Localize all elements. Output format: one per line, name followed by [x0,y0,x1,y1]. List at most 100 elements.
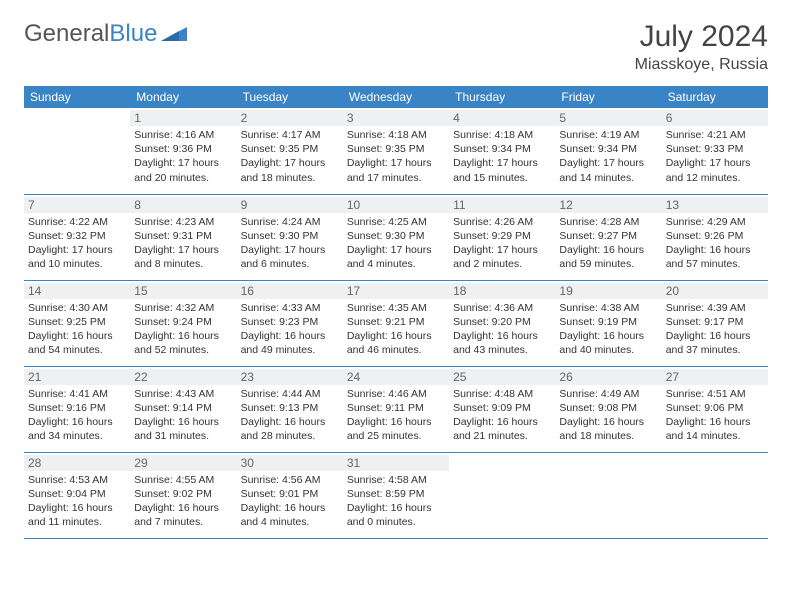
logo-triangle-icon [161,20,187,48]
calendar-day-cell: 17 Sunrise: 4:35 AMSunset: 9:21 PMDayligh… [343,280,449,366]
calendar-week-row: 1Sunrise: 4:16 AMSunset: 9:36 PMDaylight… [24,108,768,194]
calendar-day-cell: 14 Sunrise: 4:30 AMSunset: 9:25 PMDayligh… [24,280,130,366]
day-number: 4 [449,110,555,126]
calendar-day-cell: 27 Sunrise: 4:51 AMSunset: 9:06 PMDayligh… [662,366,768,452]
calendar-week-row: 28 Sunrise: 4:53 AMSunset: 9:04 PMDayligh… [24,452,768,538]
day-details: Sunrise: 4:26 AMSunset: 9:29 PMDaylight:… [453,215,551,272]
day-details: Sunrise: 4:30 AMSunset: 9:25 PMDaylight:… [28,301,126,358]
calendar-day-cell: 13 Sunrise: 4:29 AMSunset: 9:26 PMDayligh… [662,194,768,280]
day-details: Sunrise: 4:18 AMSunset: 9:35 PMDaylight:… [347,128,445,185]
calendar-body: 1Sunrise: 4:16 AMSunset: 9:36 PMDaylight… [24,108,768,538]
day-details: Sunrise: 4:28 AMSunset: 9:27 PMDaylight:… [559,215,657,272]
day-number: 5 [555,110,661,126]
day-number: 26 [555,369,661,385]
calendar-week-row: 7Sunrise: 4:22 AMSunset: 9:32 PMDaylight… [24,194,768,280]
day-details: Sunrise: 4:39 AMSunset: 9:17 PMDaylight:… [666,301,764,358]
day-number: 18 [449,283,555,299]
calendar-day-cell [449,452,555,538]
calendar-day-cell: 5 Sunrise: 4:19 AMSunset: 9:34 PMDaylight… [555,108,661,194]
calendar-day-cell: 22Sunrise: 4:43 AMSunset: 9:14 PMDayligh… [130,366,236,452]
day-number: 22 [130,369,236,385]
brand-part1: General [24,20,109,48]
day-details: Sunrise: 4:44 AMSunset: 9:13 PMDaylight:… [241,387,339,444]
calendar-day-cell [24,108,130,194]
day-number: 21 [24,369,130,385]
day-details: Sunrise: 4:25 AMSunset: 9:30 PMDaylight:… [347,215,445,272]
calendar-day-cell: 21Sunrise: 4:41 AMSunset: 9:16 PMDayligh… [24,366,130,452]
day-number: 28 [24,455,130,471]
weekday-header: Tuesday [237,86,343,108]
calendar-day-cell: 12 Sunrise: 4:28 AMSunset: 9:27 PMDayligh… [555,194,661,280]
calendar-day-cell: 19 Sunrise: 4:38 AMSunset: 9:19 PMDayligh… [555,280,661,366]
day-number: 10 [343,197,449,213]
day-details: Sunrise: 4:58 AMSunset: 8:59 PMDaylight:… [347,473,445,530]
location-label: Miasskoye, Russia [635,56,768,74]
calendar-day-cell: 16Sunrise: 4:33 AMSunset: 9:23 PMDayligh… [237,280,343,366]
day-details: Sunrise: 4:56 AMSunset: 9:01 PMDaylight:… [241,473,339,530]
weekday-header: Friday [555,86,661,108]
weekday-header-row: Sunday Monday Tuesday Wednesday Thursday… [24,86,768,108]
calendar-week-row: 14 Sunrise: 4:30 AMSunset: 9:25 PMDayligh… [24,280,768,366]
day-details: Sunrise: 4:33 AMSunset: 9:23 PMDaylight:… [241,301,339,358]
calendar-day-cell: 31 Sunrise: 4:58 AMSunset: 8:59 PMDayligh… [343,452,449,538]
day-details: Sunrise: 4:21 AMSunset: 9:33 PMDaylight:… [666,128,764,185]
calendar-day-cell: 23 Sunrise: 4:44 AMSunset: 9:13 PMDayligh… [237,366,343,452]
day-details: Sunrise: 4:24 AMSunset: 9:30 PMDaylight:… [241,215,339,272]
calendar-day-cell: 26 Sunrise: 4:49 AMSunset: 9:08 PMDayligh… [555,366,661,452]
day-number: 13 [662,197,768,213]
calendar-day-cell: 28 Sunrise: 4:53 AMSunset: 9:04 PMDayligh… [24,452,130,538]
weekday-header: Monday [130,86,236,108]
day-details: Sunrise: 4:29 AMSunset: 9:26 PMDaylight:… [666,215,764,272]
day-details: Sunrise: 4:55 AMSunset: 9:02 PMDaylight:… [134,473,232,530]
day-number: 6 [662,110,768,126]
calendar-day-cell [662,452,768,538]
day-number: 27 [662,369,768,385]
day-details: Sunrise: 4:22 AMSunset: 9:32 PMDaylight:… [28,215,126,272]
weekday-header: Saturday [662,86,768,108]
day-details: Sunrise: 4:36 AMSunset: 9:20 PMDaylight:… [453,301,551,358]
day-number: 29 [130,455,236,471]
calendar-day-cell: 2 Sunrise: 4:17 AMSunset: 9:35 PMDaylight… [237,108,343,194]
brand-part2: Blue [109,20,157,48]
calendar-day-cell: 4 Sunrise: 4:18 AMSunset: 9:34 PMDaylight… [449,108,555,194]
day-details: Sunrise: 4:49 AMSunset: 9:08 PMDaylight:… [559,387,657,444]
day-number: 8 [130,197,236,213]
calendar-day-cell: 7Sunrise: 4:22 AMSunset: 9:32 PMDaylight… [24,194,130,280]
day-details: Sunrise: 4:48 AMSunset: 9:09 PMDaylight:… [453,387,551,444]
day-number: 2 [237,110,343,126]
calendar-day-cell: 9 Sunrise: 4:24 AMSunset: 9:30 PMDaylight… [237,194,343,280]
day-number: 20 [662,283,768,299]
day-number: 14 [24,283,130,299]
day-details: Sunrise: 4:18 AMSunset: 9:34 PMDaylight:… [453,128,551,185]
calendar-day-cell: 25 Sunrise: 4:48 AMSunset: 9:09 PMDayligh… [449,366,555,452]
day-number: 3 [343,110,449,126]
day-details: Sunrise: 4:53 AMSunset: 9:04 PMDaylight:… [28,473,126,530]
calendar-day-cell: 10 Sunrise: 4:25 AMSunset: 9:30 PMDayligh… [343,194,449,280]
day-number: 12 [555,197,661,213]
day-details: Sunrise: 4:19 AMSunset: 9:34 PMDaylight:… [559,128,657,185]
day-number: 17 [343,283,449,299]
calendar-day-cell: 3 Sunrise: 4:18 AMSunset: 9:35 PMDaylight… [343,108,449,194]
day-number: 25 [449,369,555,385]
calendar-table: Sunday Monday Tuesday Wednesday Thursday… [24,86,768,539]
calendar-day-cell: 6 Sunrise: 4:21 AMSunset: 9:33 PMDaylight… [662,108,768,194]
day-details: Sunrise: 4:51 AMSunset: 9:06 PMDaylight:… [666,387,764,444]
day-number: 23 [237,369,343,385]
day-number: 11 [449,197,555,213]
day-number: 9 [237,197,343,213]
calendar-day-cell: 24Sunrise: 4:46 AMSunset: 9:11 PMDayligh… [343,366,449,452]
day-details: Sunrise: 4:35 AMSunset: 9:21 PMDaylight:… [347,301,445,358]
day-details: Sunrise: 4:23 AMSunset: 9:31 PMDaylight:… [134,215,232,272]
day-details: Sunrise: 4:38 AMSunset: 9:19 PMDaylight:… [559,301,657,358]
calendar-day-cell: 8 Sunrise: 4:23 AMSunset: 9:31 PMDaylight… [130,194,236,280]
weekday-header: Sunday [24,86,130,108]
calendar-day-cell: 18 Sunrise: 4:36 AMSunset: 9:20 PMDayligh… [449,280,555,366]
day-number: 19 [555,283,661,299]
day-number: 15 [130,283,236,299]
day-details: Sunrise: 4:16 AMSunset: 9:36 PMDaylight:… [134,128,232,185]
calendar-day-cell [555,452,661,538]
day-number: 31 [343,455,449,471]
calendar-day-cell: 11 Sunrise: 4:26 AMSunset: 9:29 PMDayligh… [449,194,555,280]
day-details: Sunrise: 4:17 AMSunset: 9:35 PMDaylight:… [241,128,339,185]
day-number: 30 [237,455,343,471]
